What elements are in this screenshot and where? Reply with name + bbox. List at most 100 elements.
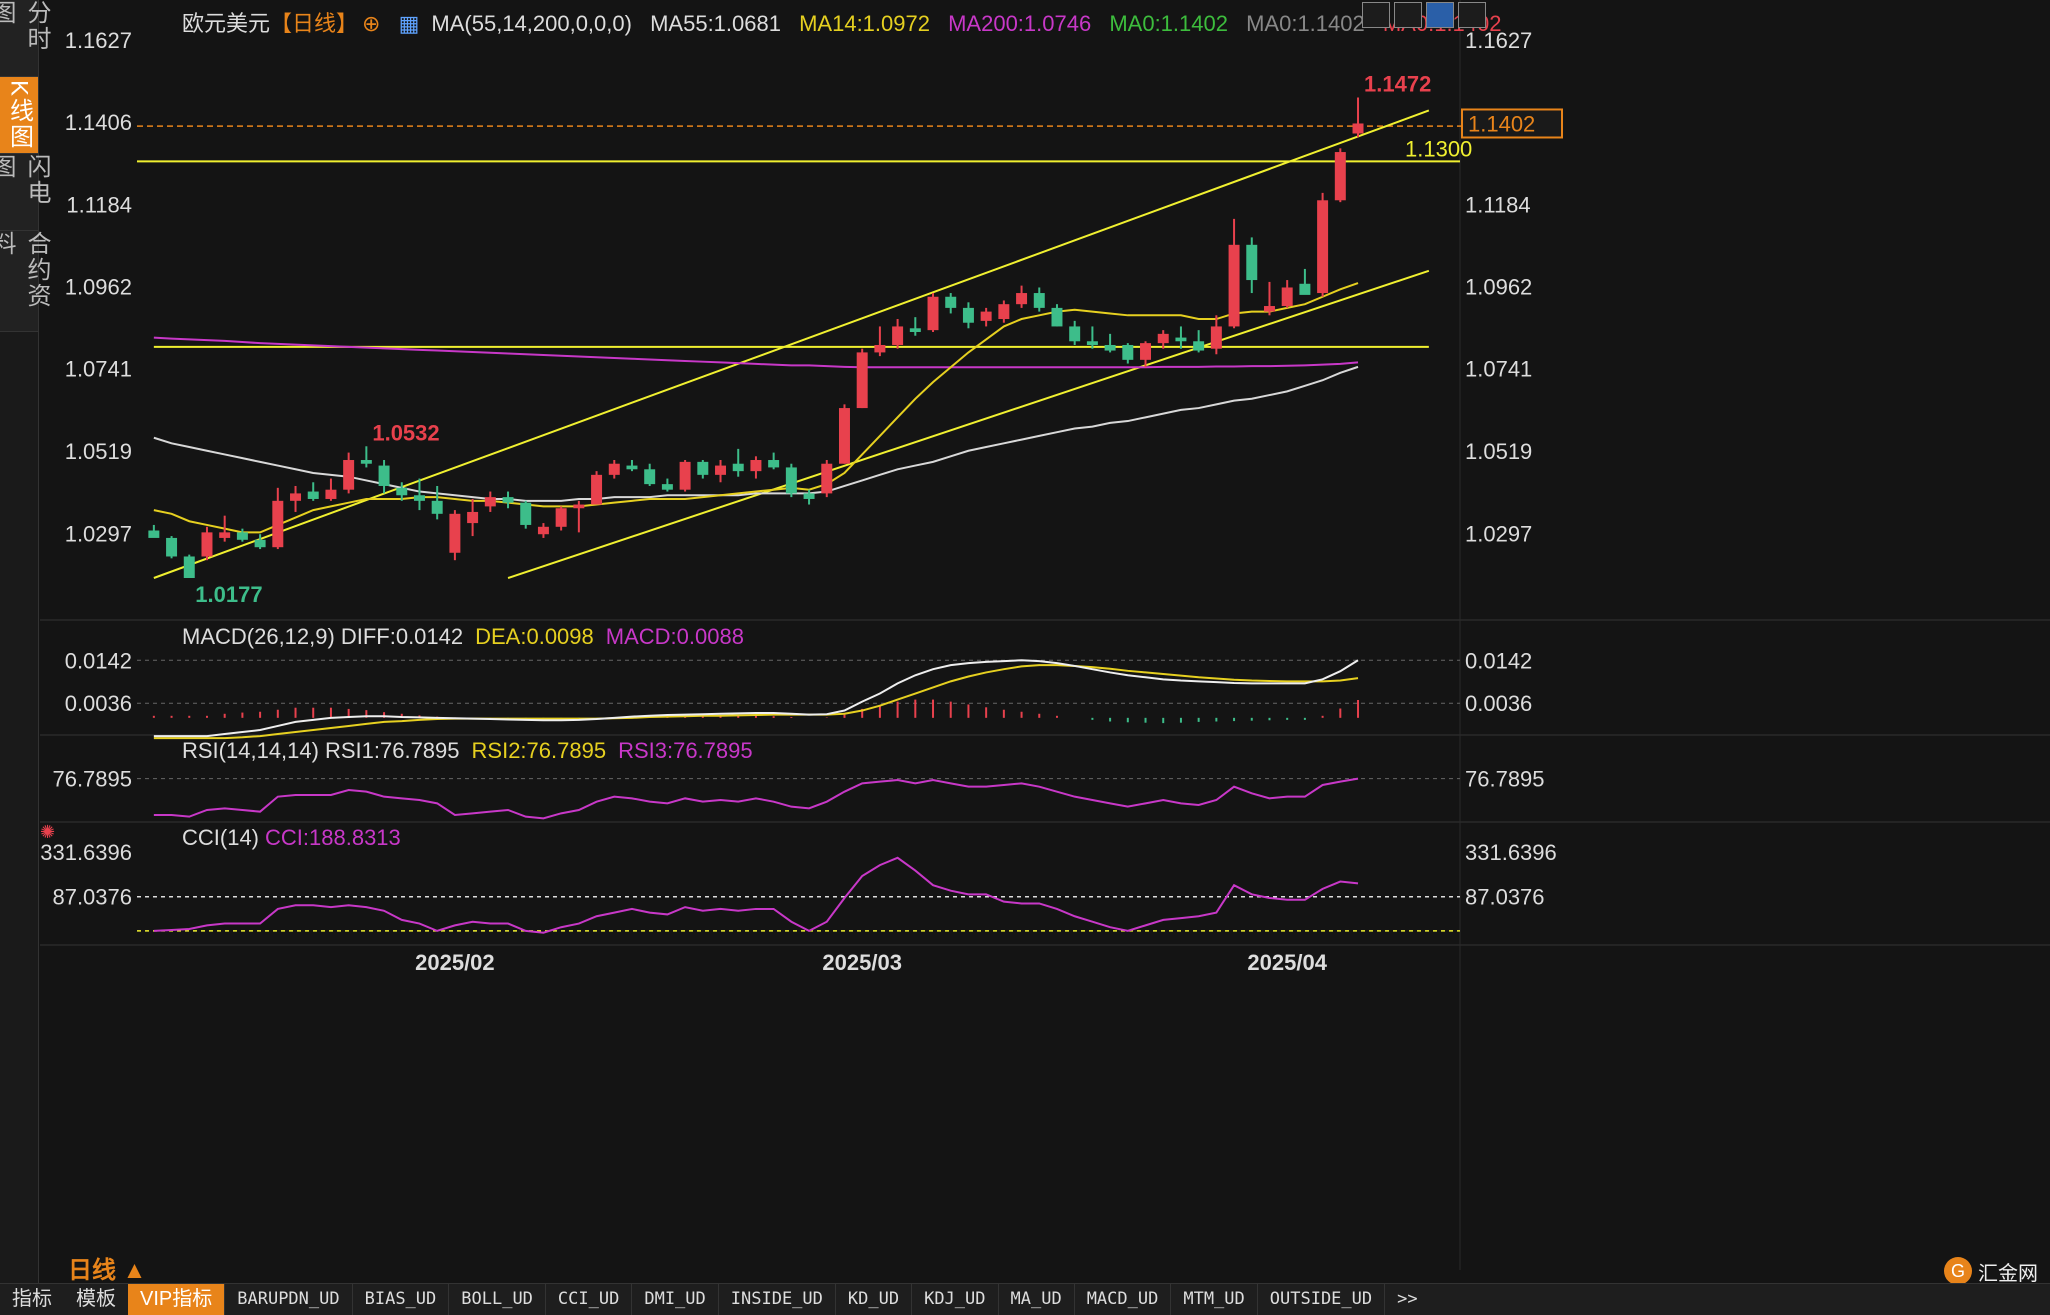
candle-body <box>856 352 868 409</box>
candle-body <box>697 461 709 475</box>
candle-body <box>166 537 178 557</box>
cci-value: CCI:188.8313 <box>265 825 401 850</box>
layout-icon[interactable] <box>1394 2 1422 28</box>
rsi-axis-left: 76.7895 <box>52 767 132 792</box>
candle-body <box>1157 333 1169 344</box>
candle-body <box>537 526 549 535</box>
bottom-bar-item[interactable]: MTM_UD <box>1170 1284 1256 1315</box>
macd-diff-line <box>153 659 1359 738</box>
bottom-bar-item[interactable]: KDJ_UD <box>911 1284 997 1315</box>
bottom-bar-item[interactable]: 指标 <box>12 1288 52 1310</box>
candle-body <box>892 326 904 345</box>
rsi-axis-right: 76.7895 <box>1465 767 1545 792</box>
bottom-bar-item[interactable]: MA_UD <box>997 1284 1074 1315</box>
ma55-line <box>153 365 1359 502</box>
period-tag: 【日线】 <box>270 11 359 36</box>
bottom-bar-item[interactable]: INSIDE_UD <box>717 1284 835 1315</box>
logo: G 汇金网 <box>1944 1256 2038 1286</box>
sun-icon[interactable]: ✺ <box>40 822 56 842</box>
ma-setting[interactable]: MA(55,14,200,0,0,0) <box>431 11 632 36</box>
macd-diff: DIFF:0.0142 <box>340 624 464 649</box>
candle-body <box>1122 344 1134 360</box>
price-axis-right-label: 1.1184 <box>1465 192 1531 217</box>
candle-body <box>661 484 673 490</box>
rsi1-value: RSI1:76.7895 <box>324 738 460 763</box>
crosshair-icon[interactable]: ⊕ <box>362 11 381 36</box>
cci-axis-left: 331.6396 <box>40 840 132 865</box>
bottom-bar-item[interactable]: >> <box>1384 1284 1429 1315</box>
cci-axis-left: 87.0376 <box>52 885 132 910</box>
candle-body <box>679 461 691 490</box>
bottom-bar-item[interactable]: CCI_UD <box>544 1284 631 1315</box>
candle-body <box>290 493 302 501</box>
macd-axis-right: 0.0036 <box>1465 691 1532 716</box>
bottom-bar-item[interactable]: BOLL_UD <box>448 1284 545 1315</box>
bottom-bar-item[interactable]: VIP指标 <box>128 1284 225 1315</box>
fullscreen-icon[interactable] <box>1458 2 1486 28</box>
candle-body <box>927 296 939 331</box>
grid-icon[interactable] <box>1362 2 1390 28</box>
peak-label: 1.0532 <box>372 420 439 445</box>
price-axis-left-label: 1.1627 <box>65 28 132 53</box>
ma14-value: MA14:1.0972 <box>799 11 930 36</box>
candle-body <box>413 495 425 501</box>
bottom-bar-item[interactable]: OUTSIDE_UD <box>1256 1284 1384 1315</box>
candle-body <box>838 408 850 464</box>
level-label: 1.1300 <box>1405 136 1472 161</box>
bottom-bar-item[interactable]: KD_UD <box>834 1284 911 1315</box>
candle-body <box>449 513 461 553</box>
price-axis-right-label: 1.0741 <box>1465 357 1532 382</box>
bottom-bar-item[interactable]: BIAS_UD <box>351 1284 449 1315</box>
candle-body <box>1104 344 1116 351</box>
price-axis-left-label: 1.0297 <box>65 521 132 546</box>
price-axis-left-label: 1.1184 <box>66 192 132 217</box>
candle-body <box>980 311 992 321</box>
ma200-line <box>153 336 1359 369</box>
candle-body <box>1175 337 1187 342</box>
rsi-line <box>153 777 1359 820</box>
tab-contract-info[interactable]: 合约资料 <box>0 231 50 332</box>
candle-body <box>821 463 833 494</box>
price-axis-left-label: 1.0519 <box>65 439 132 464</box>
candle-body <box>484 497 496 507</box>
chart-mode-icon[interactable] <box>1426 2 1454 28</box>
tab-lightning[interactable]: 闪电图 <box>0 154 50 231</box>
rsi3-value: RSI3:76.7895 <box>618 738 753 763</box>
macd-setting[interactable]: MACD(26,12,9) <box>182 624 335 649</box>
candle-body <box>626 465 638 470</box>
period-selector[interactable]: 日线 ▲ <box>68 1257 147 1284</box>
candle-body <box>1281 287 1293 307</box>
candle-body <box>1069 326 1081 342</box>
symbol-name: 欧元美元 <box>182 11 271 36</box>
trendline <box>507 269 1430 579</box>
tab-timeshare[interactable]: 分时图 <box>0 0 50 77</box>
rsi-setting[interactable]: RSI(14,14,14) <box>182 738 319 763</box>
bottom-bar-item[interactable]: BARUPDN_UD <box>224 1284 351 1315</box>
candle-body <box>1317 200 1329 294</box>
candle-body <box>360 460 372 464</box>
kline-chart[interactable]: 1.1627 1.1406 1.1184 1.0962 1.0741 1.0519 1.02… <box>40 0 2050 1270</box>
candle-body <box>148 530 160 538</box>
candle-body <box>254 539 266 548</box>
candle-body <box>1140 343 1152 360</box>
candle-body <box>1016 293 1028 305</box>
bottom-bar-item[interactable]: 模板 <box>76 1288 116 1310</box>
candle-body <box>378 465 390 486</box>
current-price-label: 1.1402 <box>1468 111 1535 136</box>
candle-body <box>502 497 514 503</box>
ma14-line <box>153 282 1359 534</box>
macd-axis-left: 0.0142 <box>65 648 132 673</box>
ma55-value: MA55:1.0681 <box>650 11 781 36</box>
candle-body <box>1193 341 1205 351</box>
bottom-bar-item[interactable]: MACD_UD <box>1073 1284 1171 1315</box>
bottom-bar-item[interactable]: DMI_UD <box>631 1284 717 1315</box>
cci-setting[interactable]: CCI(14) <box>182 825 260 850</box>
tab-kline[interactable]: K线图 <box>0 77 38 154</box>
candle-body <box>272 500 284 548</box>
candle-body <box>1246 244 1258 281</box>
candle-body <box>1352 123 1364 134</box>
candle-body <box>1228 244 1240 327</box>
rsi-legend: RSI(14,14,14) RSI1:76.7895 RSI2:76.7895 RSI… <box>182 738 765 764</box>
indicator-icon[interactable]: ▦ <box>398 11 420 36</box>
candle-body <box>325 489 337 499</box>
